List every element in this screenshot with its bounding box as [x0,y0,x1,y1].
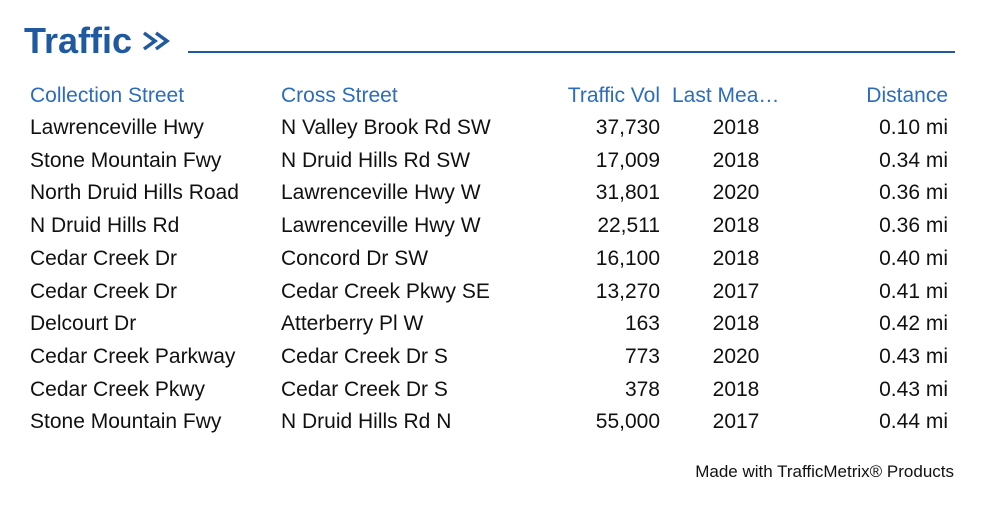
table-cell: 773 [624,344,660,368]
table-cell: 2017 [712,410,760,434]
title-decoration [142,31,955,53]
table-cell: 0.10 mi [879,116,948,139]
table-cell: 0.36 mi [879,214,948,238]
table-cell: 0.44 mi [879,410,948,434]
table-cell: Cedar Creek Parkway [30,344,236,368]
table-cell: 0.36 mi [879,181,948,205]
table-cell: 378 [624,377,660,401]
column-header: Distance [866,84,948,107]
table-cell: 2018 [712,148,760,172]
table-cell: 17,009 [595,148,660,172]
table-cell: N Druid Hills Rd [30,214,180,238]
table-cell: Lawrenceville Hwy [30,116,204,139]
table-cell: Lawrenceville Hwy W [281,181,481,205]
title: Traffic [24,20,133,61]
table-cell: Stone Mountain Fwy [30,410,222,434]
table-cell: 13,270 [595,279,660,303]
table-cell: Stone Mountain Fwy [30,148,222,172]
table-cell: N Valley Brook Rd SW [281,116,491,139]
table-cell: 2017 [712,279,760,303]
table-cell: 16,100 [595,246,660,270]
column-header: Cross Street [281,84,398,107]
table-cell: 0.34 mi [879,148,948,172]
table-cell: 2018 [712,377,760,401]
table-cell: 22,511 [597,214,660,238]
table-cell: 55,000 [595,410,660,434]
chevrons [142,31,170,51]
table-cell: N Druid Hills Rd N [281,410,452,434]
table-cell: 163 [624,312,660,336]
table-cell: 2018 [712,214,760,238]
table-cell: 0.40 mi [879,246,948,270]
table-cell: 2020 [712,344,760,368]
table-cell: Concord Dr SW [281,246,429,270]
table-cell: Atterberry Pl W [281,312,424,336]
table-cell: Cedar Creek Pkwy [30,377,206,401]
table-cell: 0.41 mi [879,279,948,303]
table-cell: 37,730 [595,116,660,139]
table-cell: 2018 [712,312,760,336]
table-cell: 31,801 [595,181,660,205]
column-header: Collection Street [30,84,185,107]
table-cell: Cedar Creek Dr S [281,377,448,401]
table-cell: N Druid Hills Rd SW [281,148,471,172]
table-cell: 0.43 mi [879,377,948,401]
table-cell: Cedar Creek Dr [30,246,178,270]
table-cell: 0.43 mi [879,344,948,368]
table-cell: 2018 [712,246,760,270]
table-cell: 2020 [712,181,760,205]
table-cell: 2018 [712,116,760,139]
credit: Made with TrafficMetrix® Products [695,462,954,481]
column-header: Traffic Vol [567,84,660,107]
table-cell: North Druid Hills Road [30,181,239,205]
table-cell: 0.42 mi [879,312,948,336]
table-cell: Cedar Creek Dr S [281,344,448,368]
table-cell: Lawrenceville Hwy W [281,214,481,238]
table-cell: Cedar Creek Dr [30,279,178,303]
column-header: Last Mea… [672,84,780,107]
table-cell: Cedar Creek Pkwy SE [281,279,490,303]
table-cell: Delcourt Dr [30,312,137,336]
